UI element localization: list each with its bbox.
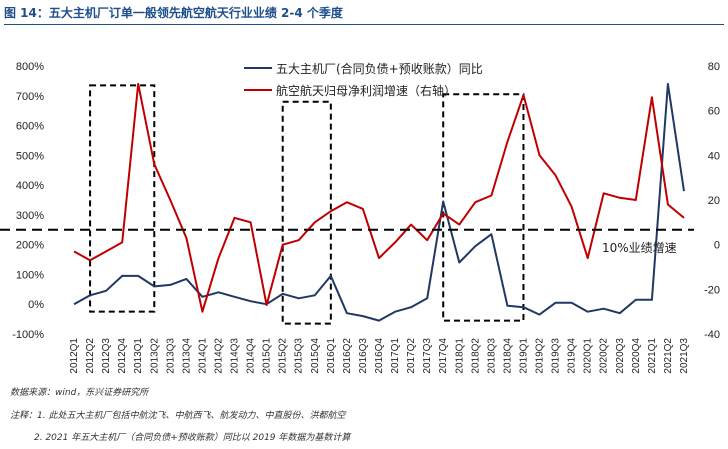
title-divider	[4, 24, 724, 25]
source-note: 数据来源：wind，东兴证券研究所	[10, 388, 149, 398]
x-tick-label: 2019Q1	[518, 338, 529, 374]
left-tick-label: 600%	[16, 121, 44, 133]
left-tick-label: 100%	[16, 269, 44, 281]
left-tick-label: -100%	[12, 329, 44, 341]
x-tick-label: 2017Q4	[438, 338, 449, 374]
x-tick-label: 2013Q2	[149, 338, 160, 374]
x-tick-label: 2014Q1	[197, 338, 208, 374]
x-tick-label: 2017Q1	[390, 338, 401, 374]
left-axis-ticks: -100% 0% 100% 200% 300% 400% 500% 600% 700% 800%	[12, 61, 44, 341]
x-tick-label: 2013Q1	[133, 338, 144, 374]
left-tick-label: 700%	[16, 91, 44, 103]
x-tick-label: 2018Q4	[502, 338, 513, 374]
x-tick-label: 2016Q4	[374, 338, 385, 374]
x-tick-label: 2014Q4	[246, 338, 257, 374]
reference-line-group: 10%业绩增速	[0, 228, 694, 255]
x-tick-label: 2016Q1	[326, 338, 337, 374]
x-tick-label: 2013Q4	[181, 338, 192, 374]
footnote-1: 注释：1. 此处五大主机厂包括中航沈飞、中航西飞、航发动力、中直股份、洪都航空	[10, 411, 346, 421]
series-line-1	[73, 82, 685, 322]
right-tick-label: -40	[704, 329, 720, 341]
x-tick-label: 2012Q3	[101, 338, 112, 374]
x-tick-label: 2017Q2	[406, 338, 417, 374]
highlight-box	[281, 100, 332, 325]
highlight-boxes	[89, 84, 525, 325]
right-tick-label: 80	[708, 61, 720, 73]
x-tick-label: 2020Q4	[631, 338, 642, 374]
x-tick-label: 2015Q4	[310, 338, 321, 374]
x-tick-label: 2012Q1	[69, 338, 80, 374]
x-tick-label: 2016Q2	[342, 338, 353, 374]
right-tick-label: -20	[704, 284, 720, 296]
highlight-box	[89, 84, 156, 313]
highlight-box	[442, 93, 525, 322]
x-tick-label: 2012Q2	[85, 338, 96, 374]
left-tick-label: 400%	[16, 180, 44, 192]
right-tick-label: 60	[708, 106, 720, 118]
x-tick-label: 2019Q4	[567, 338, 578, 374]
footnote-2: 2. 2021 年五大主机厂（合同负债+预收账款）同比以 2019 年数据为基数…	[34, 433, 351, 443]
x-tick-label: 2015Q1	[262, 338, 273, 374]
right-tick-label: 0	[714, 240, 720, 252]
left-tick-label: 800%	[16, 61, 44, 73]
right-axis-ticks: -40 -20 0 20 40 60 80	[704, 61, 720, 341]
x-tick-label: 2019Q2	[535, 338, 546, 374]
x-tick-label: 2013Q3	[165, 338, 176, 374]
x-tick-label: 2014Q2	[213, 338, 224, 374]
reference-line-label: 10%业绩增速	[602, 241, 677, 255]
left-tick-label: 300%	[16, 210, 44, 222]
left-tick-label: 200%	[16, 240, 44, 252]
x-tick-label: 2014Q3	[230, 338, 241, 374]
series-line-2	[73, 82, 685, 313]
x-tick-label: 2020Q1	[583, 338, 594, 374]
x-tick-label: 2018Q3	[486, 338, 497, 374]
right-tick-label: 20	[708, 195, 720, 207]
left-tick-label: 500%	[16, 150, 44, 162]
left-tick-label: 0%	[28, 299, 44, 311]
x-tick-label: 2015Q3	[294, 338, 305, 374]
series-lines	[73, 82, 685, 322]
figure-title: 图 14：五大主机厂订单一般领先航空航天行业业绩 2-4 个季度	[4, 6, 343, 20]
x-tick-label: 2020Q3	[615, 338, 626, 374]
x-tick-label: 2017Q3	[422, 338, 433, 374]
legend-label-1: 五大主机厂(合同负债+预收账款）同比	[276, 61, 483, 76]
x-tick-label: 2021Q1	[647, 338, 658, 374]
x-tick-label: 2020Q2	[599, 338, 610, 374]
x-tick-label: 2012Q4	[117, 338, 128, 374]
right-tick-label: 40	[708, 150, 720, 162]
x-tick-label: 2021Q2	[663, 338, 674, 374]
x-tick-label: 2016Q3	[358, 338, 369, 374]
x-tick-label: 2019Q3	[551, 338, 562, 374]
legend-label-2: 航空航天归母净利润增速（右轴）	[276, 83, 456, 98]
x-tick-label: 2018Q1	[454, 338, 465, 374]
x-axis-ticks: 2012Q1 2012Q2 2012Q3 2012Q4 2013Q1 2013Q2 2013…	[69, 338, 690, 374]
x-tick-label: 2018Q2	[470, 338, 481, 374]
x-tick-label: 2021Q3	[679, 338, 690, 374]
x-tick-label: 2015Q2	[278, 338, 289, 374]
